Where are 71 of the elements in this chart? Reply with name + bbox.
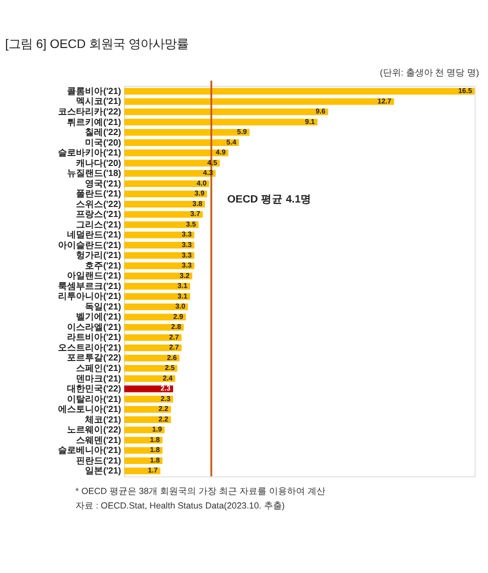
y-tick-label: 슬로베니아('21) [58, 445, 122, 456]
y-tick-label: 멕시코('21) [76, 96, 122, 106]
chart-subtitle: (단위: 출생아 천 명당 명) [380, 67, 480, 78]
y-tick-label: 이탈리아('21) [67, 394, 122, 404]
bar [124, 129, 250, 136]
bar [124, 447, 162, 454]
y-tick-label: 네덜란드('21) [67, 230, 122, 240]
y-tick-label: 오스트리아('21) [58, 342, 122, 352]
y-tick-label: 호주('21) [85, 260, 122, 270]
y-tick-label: 그리스('21) [76, 219, 122, 230]
bar [124, 468, 160, 474]
y-tick-label: 스페인('21) [76, 363, 122, 373]
bar [124, 334, 182, 341]
bar [124, 293, 190, 300]
y-tick-label: 핀란드('21) [76, 455, 122, 466]
bar [124, 314, 186, 320]
y-tick-label: 프랑스('21) [76, 209, 122, 220]
y-tick-label: 벨기에('21) [76, 312, 122, 322]
bar [124, 262, 194, 270]
bar [124, 139, 239, 146]
bar [124, 242, 194, 249]
ref-line-label: OECD 평균 4.1명 [227, 194, 312, 206]
bar [124, 303, 188, 310]
bar [124, 344, 182, 352]
bar [124, 98, 394, 105]
y-tick-label: 포르투갈('22) [67, 352, 122, 363]
y-tick-label: 콜롬비아('21) [67, 86, 122, 96]
y-tick-label: 리투아니아('21) [58, 291, 122, 302]
y-tick-label: 체코('21) [84, 414, 122, 424]
bar [124, 108, 328, 116]
bar [124, 190, 208, 198]
bar [124, 88, 475, 95]
y-tick-label: 대한민국('22) [67, 384, 122, 394]
y-tick-label: 에스토니아('21) [58, 404, 122, 414]
y-tick-label: 노르웨이('22) [67, 424, 122, 435]
y-tick-label: 슬로바키아('21) [58, 148, 122, 158]
y-tick-label: 미국('20) [85, 137, 122, 148]
y-tick-label: 스위스('22) [76, 198, 122, 209]
bar [124, 160, 220, 166]
bar [124, 170, 216, 177]
y-tick-label: 뉴질랜드('18) [67, 168, 122, 178]
y-tick-label: 코스타리카('22) [58, 106, 122, 116]
bar [124, 150, 228, 156]
y-tick-label: 라트비아('21) [67, 332, 122, 342]
chart-title: [그림 6] OECD 회원국 영아사망률 [5, 36, 189, 51]
y-tick-label: 이스라엘('21) [67, 322, 122, 332]
bar [124, 282, 190, 290]
y-tick-label: 헝가리('21) [76, 250, 122, 260]
bar [124, 252, 194, 259]
bar [124, 118, 318, 126]
y-tick-label: 아일랜드('21) [67, 270, 122, 281]
y-tick-label: 일본('21) [85, 466, 122, 476]
text: 자료 : OECD.Stat, Health Status Data(2023.10. 추출) [75, 500, 285, 510]
bar [124, 232, 194, 238]
y-tick-label: 독일('21) [85, 301, 122, 312]
y-tick-label: 튀르키예('21) [67, 116, 122, 127]
y-tick-label: 스웨덴('21) [76, 434, 122, 445]
y-tick-label: 폴란드('21) [76, 188, 122, 199]
bar [124, 180, 210, 187]
y-tick-label: 영국('21) [85, 178, 122, 188]
bar [124, 200, 205, 208]
y-tick-label: 덴마크('21) [76, 373, 122, 384]
y-tick-label: 캐나다('20) [75, 158, 122, 168]
y-tick-label: 아이슬란드('21) [58, 240, 122, 250]
text: * OECD 평균은 38개 회원국의 가장 최근 자료를 이용하여 계산 [75, 486, 326, 496]
bar [124, 354, 180, 362]
y-tick-label: 룩셈부르크('21) [58, 280, 122, 291]
bar [124, 211, 203, 218]
bar [124, 221, 199, 228]
y-tick-label: 칠레('22) [85, 127, 122, 138]
bar [124, 272, 192, 280]
